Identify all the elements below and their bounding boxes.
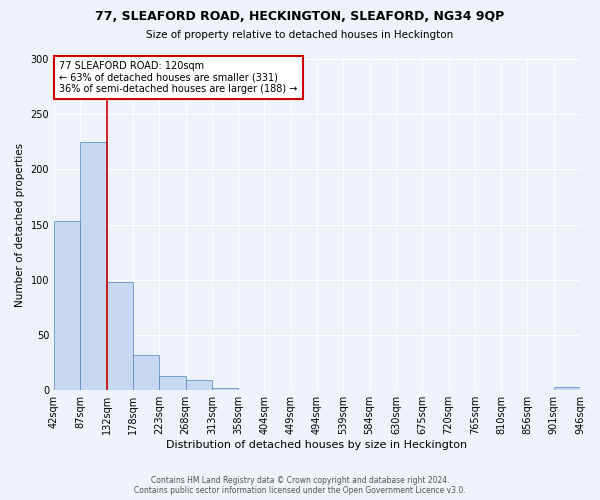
Text: 77 SLEAFORD ROAD: 120sqm
← 63% of detached houses are smaller (331)
36% of semi-: 77 SLEAFORD ROAD: 120sqm ← 63% of detach… bbox=[59, 60, 298, 94]
Text: Size of property relative to detached houses in Heckington: Size of property relative to detached ho… bbox=[146, 30, 454, 40]
Y-axis label: Number of detached properties: Number of detached properties bbox=[15, 142, 25, 306]
Bar bbox=[185, 380, 212, 390]
X-axis label: Distribution of detached houses by size in Heckington: Distribution of detached houses by size … bbox=[166, 440, 467, 450]
Bar bbox=[80, 142, 107, 390]
Bar bbox=[133, 355, 159, 390]
Bar bbox=[212, 388, 238, 390]
Bar bbox=[554, 387, 580, 390]
Bar bbox=[107, 282, 133, 390]
Text: Contains HM Land Registry data © Crown copyright and database right 2024.
Contai: Contains HM Land Registry data © Crown c… bbox=[134, 476, 466, 495]
Bar bbox=[54, 222, 80, 390]
Text: 77, SLEAFORD ROAD, HECKINGTON, SLEAFORD, NG34 9QP: 77, SLEAFORD ROAD, HECKINGTON, SLEAFORD,… bbox=[95, 10, 505, 23]
Bar bbox=[159, 376, 185, 390]
